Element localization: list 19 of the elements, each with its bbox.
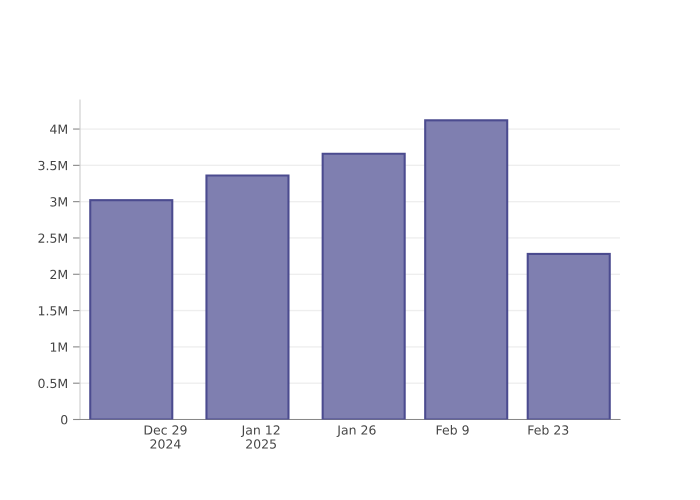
- bar: [424, 119, 508, 420]
- x-tick-label: Dec 29 2024: [144, 425, 187, 449]
- y-tick-label: 2.5M: [38, 233, 67, 243]
- y-tick-label: 3M: [50, 197, 67, 207]
- y-tick-label: 3.5M: [38, 160, 67, 170]
- y-tick-label: 1.5M: [38, 306, 67, 316]
- bar: [526, 252, 611, 420]
- y-tick-label: 0: [61, 414, 68, 424]
- y-tick-label: 0.5M: [38, 378, 67, 388]
- bar: [89, 199, 174, 420]
- x-tick-label: Feb 9: [436, 425, 469, 435]
- x-tick-label: Jan 26: [336, 425, 376, 438]
- bar: [205, 174, 290, 420]
- x-tick-label: Feb 23: [528, 425, 568, 435]
- y-tick-label: 2M: [50, 270, 67, 280]
- y-tick-label: 4M: [50, 124, 67, 134]
- x-tick-label: Jan 12 2025: [240, 425, 280, 449]
- y-tick-label: 1M: [50, 342, 67, 352]
- bar: [322, 152, 406, 420]
